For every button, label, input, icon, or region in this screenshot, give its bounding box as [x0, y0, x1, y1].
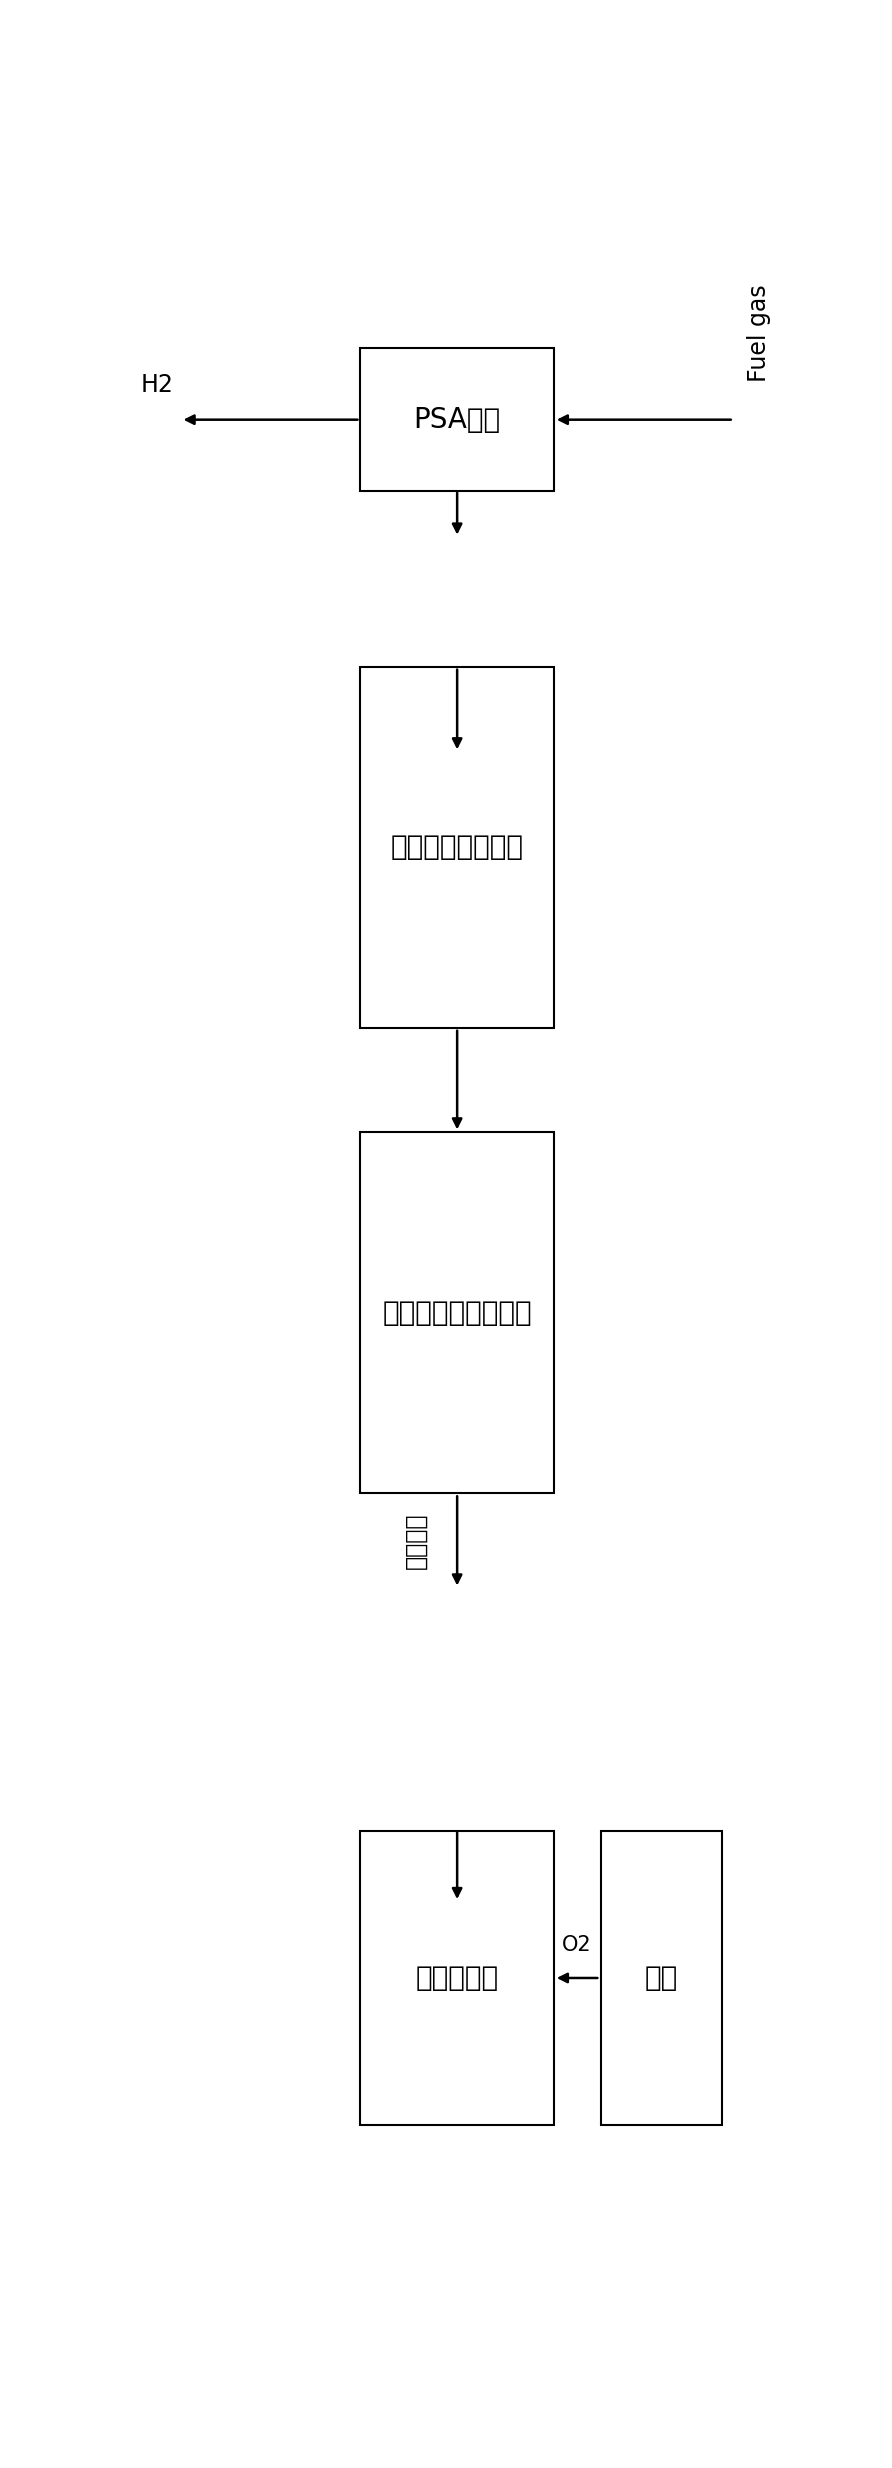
Bar [360, 348, 554, 491]
Bar [360, 1133, 554, 1493]
Text: 空分: 空分 [644, 1965, 678, 1992]
Text: Fuel gas: Fuel gas [747, 284, 772, 383]
Text: 酸性气体脱除单元: 酸性气体脱除单元 [391, 834, 524, 861]
Text: O2: O2 [562, 1935, 592, 1955]
Bar [360, 666, 554, 1027]
Text: 粗合成气: 粗合成气 [404, 1513, 427, 1570]
Text: H2: H2 [141, 373, 174, 397]
Bar [600, 1831, 722, 2125]
Text: PSA单元: PSA单元 [414, 405, 500, 434]
Text: 煤气化单元: 煤气化单元 [416, 1965, 499, 1992]
Bar [360, 1831, 554, 2125]
Text: 耐硫变换甲烷化单元: 耐硫变换甲烷化单元 [383, 1298, 532, 1328]
